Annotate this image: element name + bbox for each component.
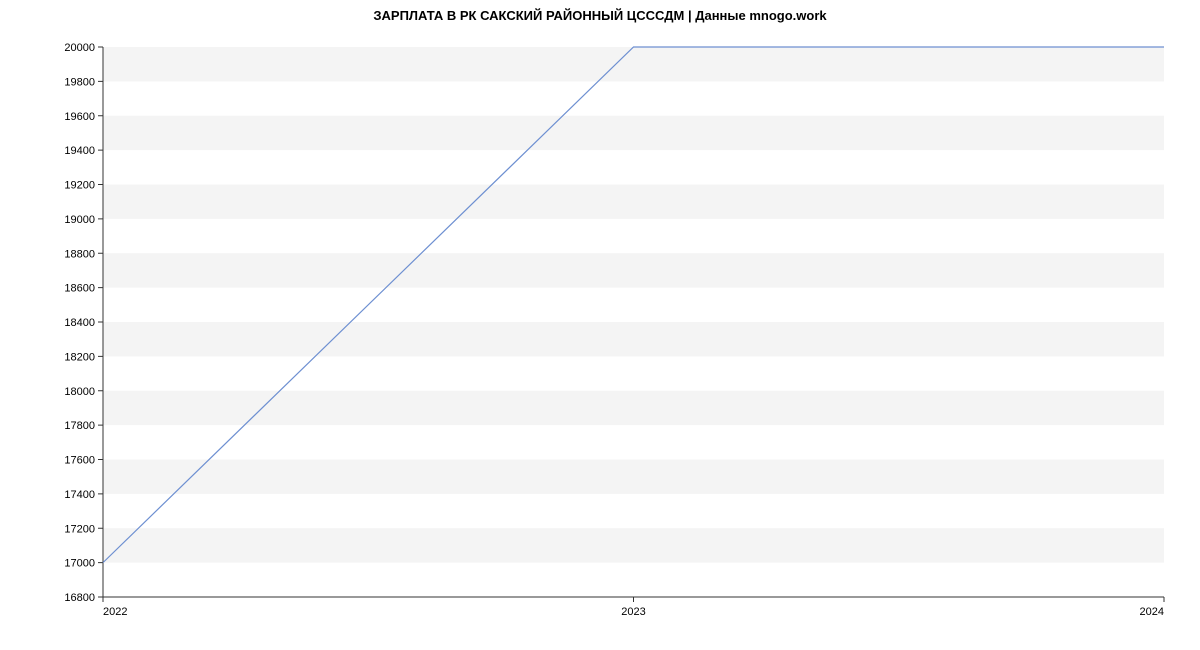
y-tick-label: 19400 [64, 145, 95, 157]
y-tick-label: 19200 [64, 180, 95, 192]
grid-band [103, 322, 1164, 356]
x-tick-label: 2023 [621, 606, 645, 618]
y-tick-label: 17600 [64, 455, 95, 467]
y-tick-label: 17200 [64, 523, 95, 535]
grid-band [103, 185, 1164, 219]
x-tick-label: 2024 [1140, 606, 1164, 618]
y-tick-label: 16800 [64, 592, 95, 604]
y-tick-label: 19000 [64, 214, 95, 226]
y-tick-label: 18800 [64, 248, 95, 260]
y-tick-label: 18600 [64, 283, 95, 295]
y-tick-label: 18200 [64, 351, 95, 363]
grid-band [103, 460, 1164, 494]
y-tick-label: 20000 [64, 42, 95, 54]
grid-band [103, 116, 1164, 150]
y-tick-label: 17400 [64, 489, 95, 501]
y-tick-label: 17000 [64, 558, 95, 570]
y-tick-label: 18000 [64, 386, 95, 398]
grid-band [103, 528, 1164, 562]
y-tick-label: 19600 [64, 111, 95, 123]
y-tick-label: 18400 [64, 317, 95, 329]
grid-band [103, 47, 1164, 81]
chart-svg: 16800 17000 17200 17400 17600 17800 18000 18200… [0, 0, 1200, 650]
y-tick-label: 19800 [64, 76, 95, 88]
salary-chart: ЗАРПЛАТА В РК САКСКИЙ РАЙОННЫЙ ЦСССДМ | … [0, 0, 1200, 650]
y-tick-label: 17800 [64, 420, 95, 432]
x-tick-label: 2022 [103, 606, 127, 618]
grid-band [103, 253, 1164, 287]
